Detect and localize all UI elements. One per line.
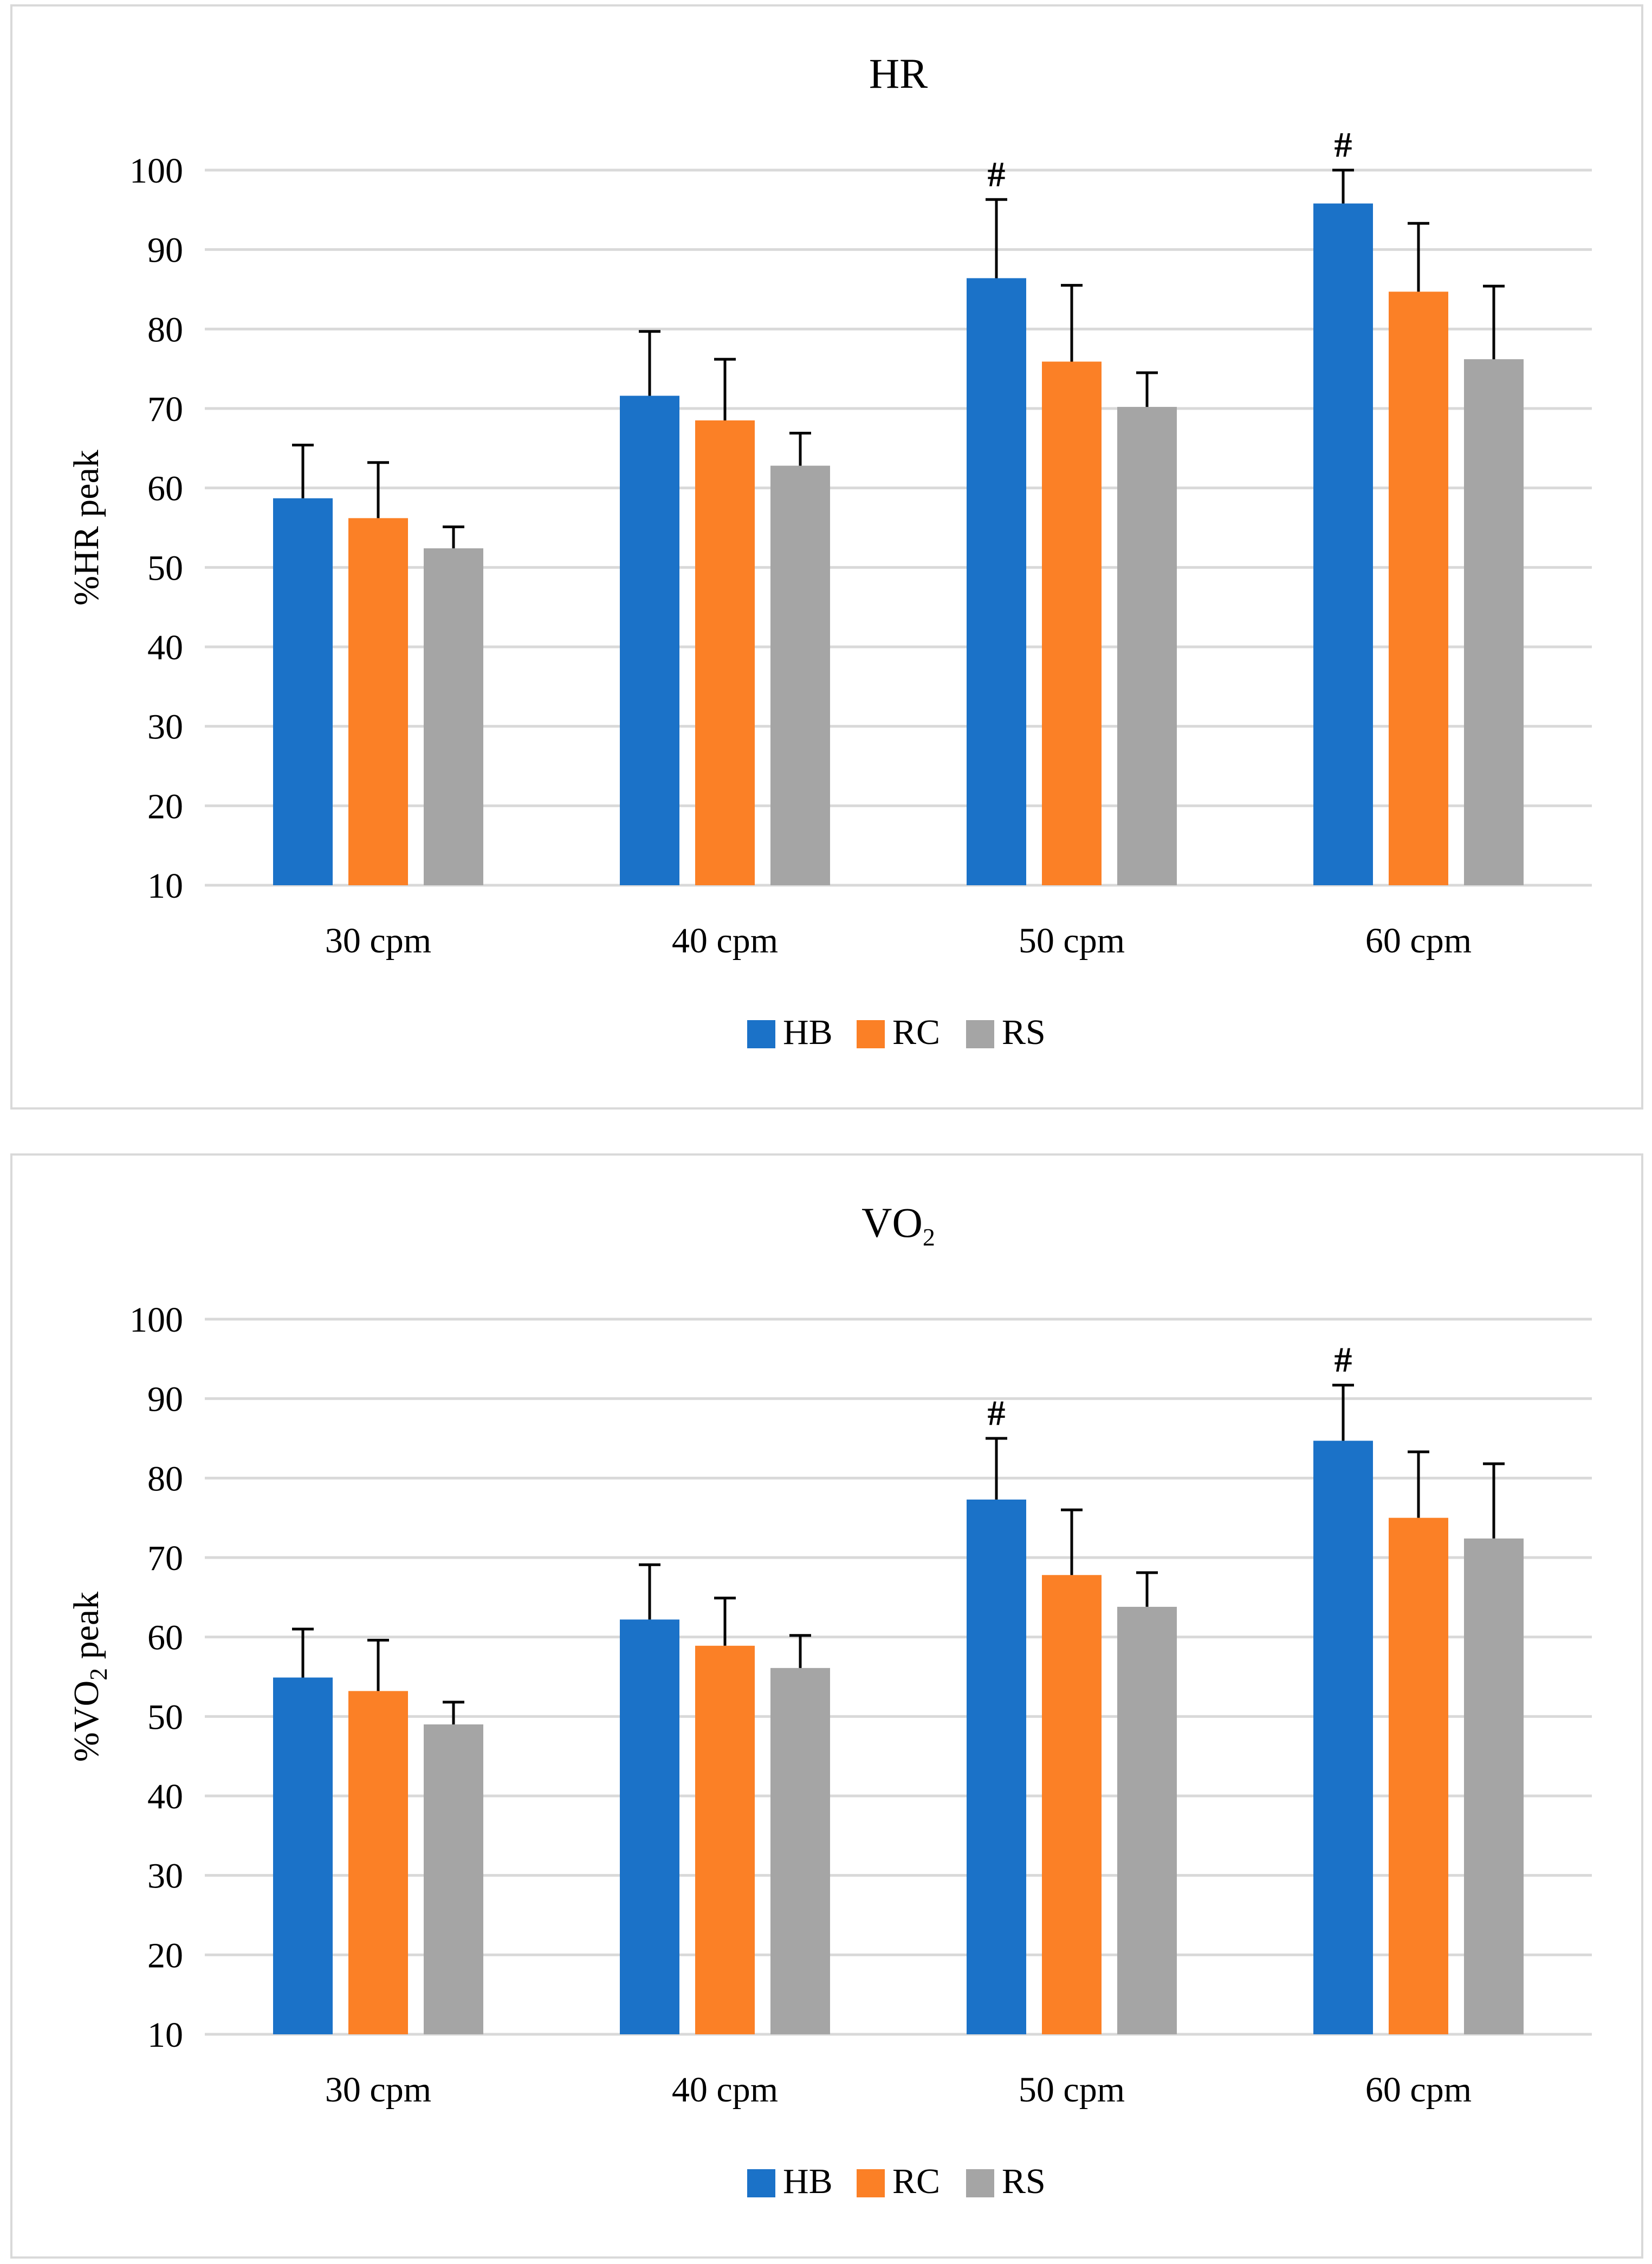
- vo2-legend-swatch-rc: [857, 2169, 885, 2197]
- hr-legend-label-rc: RC: [892, 1013, 940, 1052]
- hr-bar-rc: [1042, 361, 1102, 885]
- vo2-bar-hb: [1313, 1441, 1373, 2034]
- vo2-y-tick-label: 100: [129, 1300, 183, 1340]
- vo2-legend-swatch-rs: [966, 2169, 994, 2197]
- hr-y-tick-label: 10: [147, 866, 183, 906]
- hr-y-tick-label: 80: [147, 310, 183, 349]
- vo2-legend-label-rc: RC: [892, 2162, 940, 2201]
- vo2-y-tick-label: 30: [147, 1857, 183, 1896]
- hr-significance-mark: #: [1334, 125, 1352, 165]
- hr-bar-rs: [770, 465, 830, 885]
- hr-y-tick-label: 60: [147, 469, 183, 509]
- vo2-bar-rc: [348, 1691, 408, 2034]
- vo2-bars: ##: [273, 1340, 1524, 2034]
- vo2-bar-rc: [1042, 1575, 1102, 2034]
- vo2-bar-hb: [620, 1619, 679, 2034]
- hr-y-axis-title: %HR peak: [67, 450, 106, 606]
- vo2-x-category-label: 40 cpm: [672, 2070, 778, 2110]
- hr-bar-rc: [1389, 291, 1448, 885]
- vo2-legend-label-hb: HB: [783, 2162, 833, 2201]
- vo2-significance-mark: #: [1334, 1340, 1352, 1380]
- hr-bar-rs: [424, 548, 483, 885]
- hr-y-tick-label: 90: [147, 231, 183, 270]
- hr-y-tick-label: 70: [147, 390, 183, 429]
- hr-significance-mark: #: [988, 154, 1006, 194]
- hr-x-category-label: 50 cpm: [1019, 921, 1125, 961]
- vo2-title-subscript: 2: [923, 1223, 935, 1251]
- vo2-y-tick-label: 80: [147, 1459, 183, 1498]
- hr-legend: HB RC RS: [747, 1013, 1046, 1052]
- hr-y-tick-label: 20: [147, 787, 183, 826]
- hr-bars: ##: [273, 125, 1524, 886]
- hr-y-tick-label: 50: [147, 548, 183, 588]
- hr-legend-label-hb: HB: [783, 1013, 833, 1052]
- vo2-x-category-label: 30 cpm: [325, 2070, 431, 2110]
- vo2-bar-rs: [1117, 1606, 1177, 2034]
- hr-bar-hb: [273, 498, 333, 885]
- hr-y-tick-label: 100: [129, 151, 183, 191]
- hr-legend-swatch-hb: [747, 1020, 775, 1048]
- vo2-y-tick-label: 10: [147, 2015, 183, 2055]
- hr-bar-rs: [1117, 407, 1177, 885]
- vo2-y-tick-label: 90: [147, 1380, 183, 1419]
- hr-x-category-label: 40 cpm: [672, 921, 778, 961]
- hr-bar-hb: [967, 278, 1026, 885]
- hr-x-category-label: 30 cpm: [325, 921, 431, 961]
- vo2-y-tick-label: 70: [147, 1539, 183, 1578]
- vo2-chart-panel: VO2 10 20 30 40 50 60 70 80 90 100 %VO2 peak # #30 cp…: [10, 1153, 1643, 2259]
- vo2-bar-hb: [273, 1677, 333, 2034]
- hr-bar-rs: [1464, 359, 1524, 885]
- hr-bar-hb: [1313, 203, 1373, 886]
- vo2-bar-rc: [695, 1645, 755, 2034]
- hr-legend-swatch-rc: [857, 1020, 885, 1048]
- vo2-legend: HB RC RS: [747, 2162, 1046, 2201]
- vo2-y-tick-label: 20: [147, 1936, 183, 1975]
- vo2-legend-label-rs: RS: [1002, 2162, 1046, 2201]
- hr-chart-panel: HR 10 20 30 40 50 60 70 80 90 100 %HR peak # #30 cpm 4…: [10, 4, 1643, 1110]
- vo2-y-axis-title: %VO2 peak: [67, 1592, 112, 1762]
- hr-chart-title: HR: [869, 50, 928, 97]
- vo2-bar-rs: [424, 1724, 483, 2034]
- vo2-bar-rs: [1464, 1538, 1524, 2034]
- hr-bar-hb: [620, 395, 679, 885]
- hr-y-tick-label: 40: [147, 628, 183, 667]
- vo2-x-category-label: 60 cpm: [1365, 2070, 1472, 2110]
- vo2-chart-title: VO2: [861, 1199, 935, 1251]
- vo2-y-tick-label: 60: [147, 1618, 183, 1658]
- hr-legend-swatch-rs: [966, 1020, 994, 1048]
- vo2-y-tick-label: 40: [147, 1777, 183, 1817]
- hr-x-category-label: 60 cpm: [1365, 921, 1472, 961]
- hr-bar-rc: [695, 420, 755, 885]
- vo2-bar-rs: [770, 1668, 830, 2034]
- vo2-x-category-label: 50 cpm: [1019, 2070, 1125, 2110]
- hr-bar-rc: [348, 518, 408, 885]
- vo2-y-axis-title-subscript: 2: [85, 1668, 112, 1681]
- hr-y-tick-label: 30: [147, 708, 183, 747]
- hr-legend-label-rs: RS: [1002, 1013, 1046, 1052]
- vo2-legend-swatch-hb: [747, 2169, 775, 2197]
- vo2-bar-rc: [1389, 1517, 1448, 2034]
- vo2-y-tick-label: 50: [147, 1697, 183, 1737]
- vo2-bar-hb: [967, 1499, 1026, 2034]
- vo2-significance-mark: #: [988, 1393, 1006, 1433]
